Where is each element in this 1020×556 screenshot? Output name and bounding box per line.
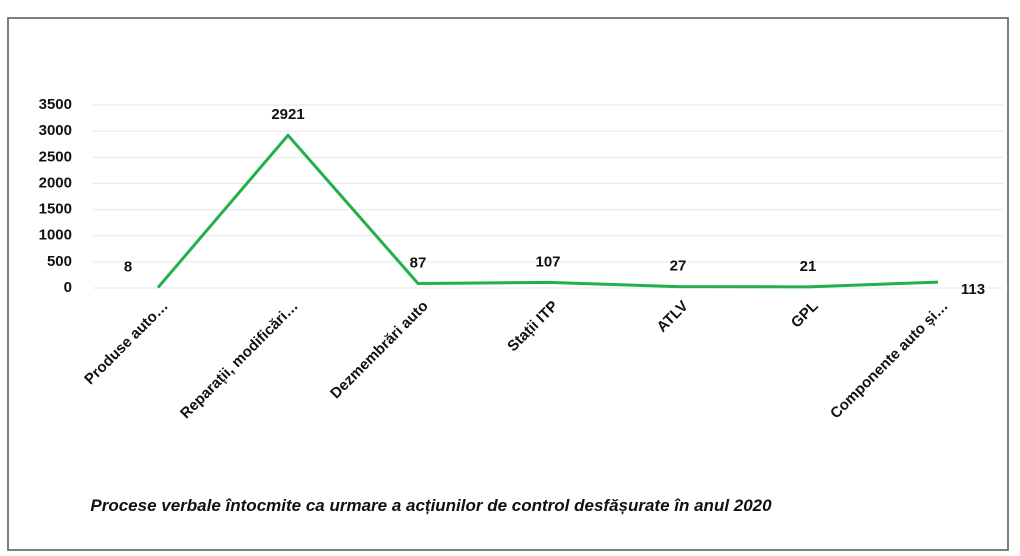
x-tick-label: Dezmembrări auto: [327, 298, 432, 403]
y-tick-label: 2500: [39, 148, 72, 165]
data-label: 21: [800, 258, 817, 275]
line: [156, 132, 939, 289]
data-label: 87: [410, 254, 427, 271]
data-label: 113: [961, 281, 985, 298]
y-tick-label: 2000: [39, 174, 72, 191]
y-tick-label: 3500: [39, 96, 72, 113]
y-tick-label: 3000: [39, 122, 72, 139]
y-tick-label: 1000: [39, 227, 72, 244]
data-label: 2921: [271, 106, 304, 123]
x-tick-label: Reparații, modificări…: [177, 298, 302, 423]
x-tick-label: Stații ITP: [504, 298, 561, 355]
chart-frame: [7, 17, 1009, 551]
x-tick-label: ATLV: [653, 298, 691, 336]
x-tick-label: Componente auto și…: [827, 298, 952, 423]
chart-title: Procese verbale întocmite ca urmare a ac…: [90, 496, 772, 515]
x-tick-label: Produse auto…: [81, 298, 171, 388]
data-label: 8: [124, 259, 132, 276]
data-label: 27: [670, 258, 687, 275]
x-tick-label: GPL: [788, 298, 822, 332]
y-tick-label: 1500: [39, 201, 72, 218]
y-tick-label: 0: [64, 279, 72, 296]
data-label: 107: [535, 253, 560, 270]
y-tick-label: 500: [47, 253, 72, 270]
